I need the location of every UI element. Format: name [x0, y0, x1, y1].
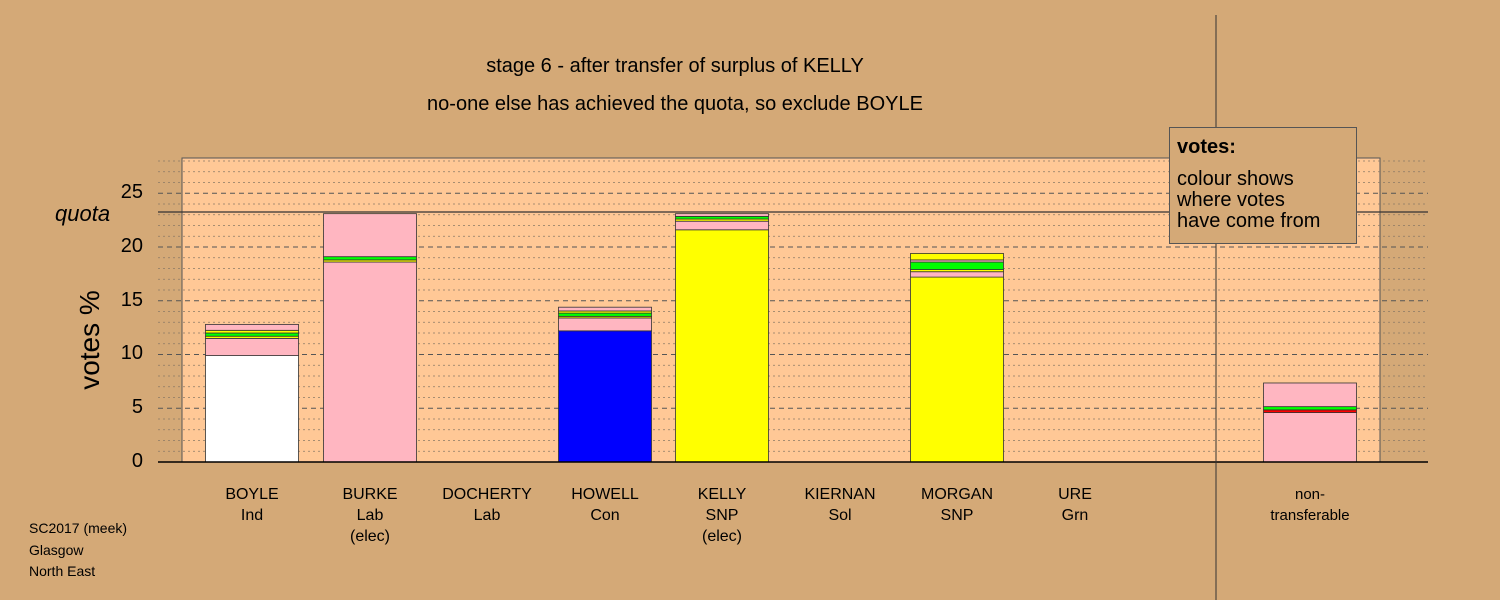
candidate-party: Lab [473, 507, 501, 524]
chart-title: stage 6 - after transfer of surplus of K… [486, 55, 864, 77]
bar-burke-segment [323, 256, 417, 261]
nontransferable-label: non- transferable [1250, 484, 1370, 526]
legend-text-line: have come from [1177, 210, 1321, 232]
candidate-party: Sol [828, 507, 852, 524]
candidate-label-morgan: MORGAN SNP [897, 484, 1017, 526]
bar-kelly-segment [675, 220, 769, 231]
footer-info: SC2017 (meek) Glasgow North East [29, 518, 127, 583]
candidate-name: MORGAN [921, 486, 993, 503]
candidate-status: (elec) [349, 528, 390, 545]
bar-morgan-segment [910, 276, 1004, 463]
bar-nontransferable-segment [1263, 412, 1357, 463]
y-tick-label: 0 [131, 450, 143, 472]
legend-box: votes: colour shows where votes have com… [1169, 127, 1357, 244]
candidate-name: BURKE [342, 486, 398, 503]
candidate-name: KELLY [697, 486, 747, 503]
bar-kelly-segment [675, 229, 769, 463]
y-tick-label: 10 [120, 342, 143, 364]
legend-heading: votes: [1177, 136, 1236, 158]
footer-election: SC2017 (meek) [29, 520, 128, 536]
bar-boyle-segment [205, 329, 299, 334]
candidate-party: SNP [705, 507, 739, 524]
candidate-party: Grn [1061, 507, 1089, 524]
nontransferable-line2: transferable [1270, 507, 1350, 524]
bar-morgan-segment [910, 253, 1004, 261]
candidate-name: HOWELL [571, 486, 639, 503]
candidate-label-howell: HOWELL Con [545, 484, 665, 526]
bar-boyle-segment [205, 355, 299, 463]
nontransferable-line1: non- [1294, 486, 1326, 503]
footer-ward: North East [29, 563, 96, 579]
candidate-party: Con [590, 507, 620, 524]
y-tick-label: 20 [120, 235, 143, 257]
bar-morgan-segment [910, 261, 1004, 270]
bar-stacks [205, 213, 1357, 463]
y-tick-label: 15 [120, 289, 143, 311]
bar-nontransferable-segment [1263, 382, 1357, 408]
quota-label: quota [55, 201, 111, 226]
bar-burke-segment [323, 213, 417, 258]
candidate-label-boyle: BOYLE Ind [192, 484, 312, 526]
y-tick-label: 25 [120, 181, 143, 203]
candidate-label-ure: URE Grn [1015, 484, 1135, 526]
bar-burke-segment [323, 261, 417, 463]
y-tick-label: 5 [131, 396, 143, 418]
chart-subtitle: no-one else has achieved the quota, so e… [427, 93, 923, 115]
candidate-label-burke: BURKE Lab (elec) [310, 484, 430, 547]
bar-nontransferable-segment [1263, 409, 1357, 413]
bar-morgan-segment [910, 271, 1004, 278]
bar-kelly-segment [675, 213, 769, 217]
candidate-label-kelly: KELLY SNP (elec) [662, 484, 782, 547]
bar-howell-segment [558, 312, 652, 317]
bar-boyle-segment [205, 337, 299, 356]
footer-council: Glasgow [29, 541, 84, 558]
candidate-name: DOCHERTY [442, 486, 532, 503]
legend-text-line: where votes [1177, 189, 1285, 211]
candidate-status: (elec) [701, 528, 742, 545]
bar-howell-segment [558, 306, 652, 312]
bar-nontransferable-segment [1263, 406, 1357, 411]
candidate-party: Lab [356, 507, 384, 524]
y-axis-label: votes % [74, 290, 105, 390]
bar-boyle-segment [205, 332, 299, 337]
bar-howell-segment [558, 317, 652, 332]
candidate-party: SNP [940, 507, 974, 524]
candidate-name: BOYLE [225, 486, 279, 503]
candidate-party: Ind [240, 507, 264, 524]
bar-kelly-segment [675, 215, 769, 220]
bar-howell-segment [558, 330, 652, 463]
candidate-name: KIERNAN [804, 486, 876, 503]
candidate-name: URE [1058, 486, 1092, 503]
candidate-label-kiernan: KIERNAN Sol [780, 484, 900, 526]
bar-boyle-segment [205, 323, 299, 331]
candidate-label-docherty: DOCHERTY Lab [427, 484, 547, 526]
legend-text-line: colour shows [1177, 168, 1294, 190]
